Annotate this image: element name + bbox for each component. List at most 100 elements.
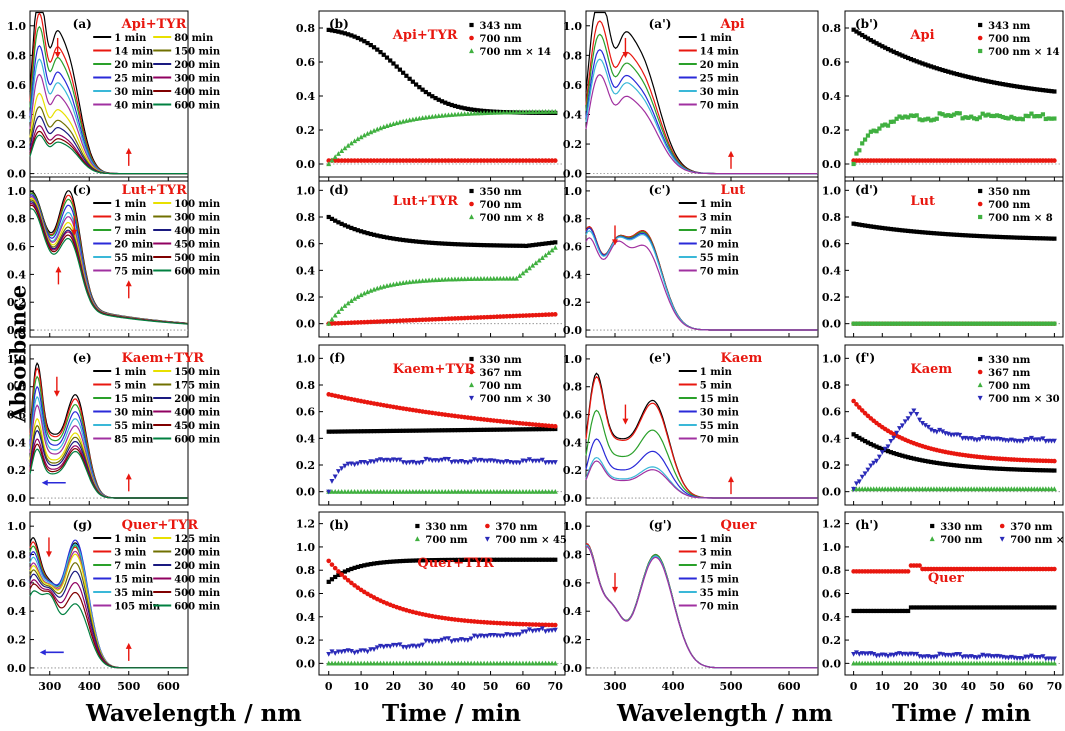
data-point: [342, 569, 347, 574]
data-point: [948, 653, 954, 659]
legend-label: 85 min: [114, 435, 154, 446]
data-point: [339, 660, 345, 666]
legend-label: 7 min: [700, 561, 733, 572]
data-point: [943, 321, 948, 326]
data-point: [497, 620, 503, 626]
data-point: [928, 118, 934, 123]
data-point: [931, 117, 937, 122]
y-tick-label: 1.0: [563, 185, 582, 198]
data-point: [346, 224, 351, 229]
data-point: [865, 440, 871, 445]
series-3: [326, 456, 558, 495]
data-point: [481, 110, 487, 116]
data-point: [860, 33, 865, 38]
data-point: [414, 239, 419, 244]
x-tick-label: 50: [989, 680, 1005, 693]
data-point: [900, 608, 905, 614]
data-point: [903, 114, 908, 119]
panel-title: Api: [909, 28, 934, 43]
data-point: [992, 466, 997, 471]
data-point: [862, 471, 868, 477]
x-tick-label: 30: [932, 680, 948, 693]
data-point: [381, 644, 387, 650]
legend-marker: [469, 35, 474, 41]
panel-title: Lut+TYR: [393, 194, 458, 209]
data-point: [540, 622, 545, 628]
legend-label: 200 min: [174, 561, 221, 572]
data-point: [1000, 82, 1005, 87]
data-point: [540, 557, 545, 562]
spectrum-line: [29, 448, 188, 499]
data-point: [439, 277, 445, 282]
data-point: [533, 260, 539, 266]
data-point: [1003, 321, 1008, 326]
data-point: [458, 111, 464, 117]
data-point: [397, 67, 403, 72]
data-point: [390, 642, 396, 648]
data-point: [335, 151, 341, 156]
legend-label: 100 min: [174, 199, 221, 210]
data-point: [1046, 321, 1051, 326]
data-point: [969, 75, 974, 80]
legend-marker: [469, 369, 474, 375]
x-label-col1: Wavelength / nm: [86, 700, 302, 727]
data-point: [871, 608, 876, 614]
panel-tag: (b): [329, 17, 349, 31]
data-point: [326, 320, 332, 326]
data-point: [536, 158, 542, 163]
data-point: [381, 458, 387, 463]
data-point: [462, 158, 467, 163]
data-point: [908, 113, 914, 118]
data-point: [539, 255, 545, 260]
y-tick-label: 1.0: [296, 352, 315, 365]
data-point: [429, 488, 435, 494]
data-point: [339, 320, 344, 326]
data-point: [549, 312, 555, 317]
data-point: [868, 129, 873, 134]
data-point: [527, 427, 532, 432]
data-point: [854, 608, 859, 614]
y-tick-label: 0.6: [7, 79, 26, 92]
legend-marker: [414, 536, 420, 542]
data-point: [414, 558, 419, 563]
data-point: [420, 87, 425, 92]
spectrum-line: [29, 583, 188, 669]
legend-label: 70 min: [700, 267, 740, 278]
data-point: [471, 276, 477, 281]
y-tick-label: 0.4: [7, 605, 26, 618]
data-point: [989, 113, 994, 119]
data-point: [1037, 321, 1043, 326]
data-point: [352, 138, 358, 144]
y-tick-label: 0.0: [822, 318, 841, 331]
data-point: [439, 428, 445, 433]
data-point: [491, 314, 497, 320]
y-tick-label: 0.0: [296, 158, 315, 171]
data-point: [436, 158, 442, 163]
data-point: [394, 158, 399, 163]
legend-label: 55 min: [114, 253, 154, 264]
data-point: [928, 605, 934, 610]
data-point: [1006, 605, 1011, 610]
data-point: [906, 455, 911, 460]
data-point: [1040, 112, 1046, 117]
data-point: [348, 140, 354, 146]
data-point: [868, 441, 873, 447]
legend-label: 30 min: [114, 408, 154, 419]
data-point: [475, 488, 481, 494]
data-point: [536, 627, 542, 633]
data-point: [471, 110, 477, 116]
panel-frame: [29, 511, 189, 676]
data-point: [358, 429, 364, 434]
data-point: [871, 39, 876, 44]
data-point: [468, 660, 474, 666]
data-point: [971, 233, 977, 238]
y-tick-label: 0.8: [296, 379, 315, 392]
data-point: [342, 145, 348, 151]
data-point: [997, 466, 1002, 471]
data-point: [536, 660, 542, 666]
data-point: [501, 621, 506, 626]
data-point: [494, 660, 500, 666]
legend-label: 350 nm: [988, 187, 1031, 198]
data-point: [387, 318, 393, 324]
